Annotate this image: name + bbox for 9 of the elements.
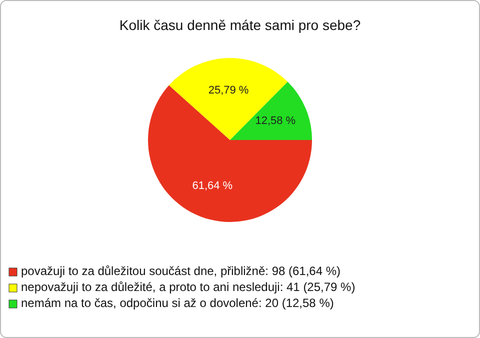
chart-title: Kolik času denně máte sami pro sebe? [119, 17, 361, 33]
legend-label: nemám na to čas, odpočinu si až o dovolené: 20 (12,58 %) [21, 296, 334, 310]
pie-slice [148, 85, 312, 222]
legend-label: považuji to za důležitou součást dne, přibližně: 98 (61,64 %) [21, 264, 341, 278]
data-label: 61,64 % [192, 180, 233, 192]
data-label: 25,79 % [208, 84, 249, 97]
data-label: 12,58 % [255, 114, 296, 127]
pie-slice [168, 58, 288, 140]
legend-label: nepovažuji to za důležité, a proto to ani nesleduji: 41 (25,79 %) [21, 280, 356, 294]
